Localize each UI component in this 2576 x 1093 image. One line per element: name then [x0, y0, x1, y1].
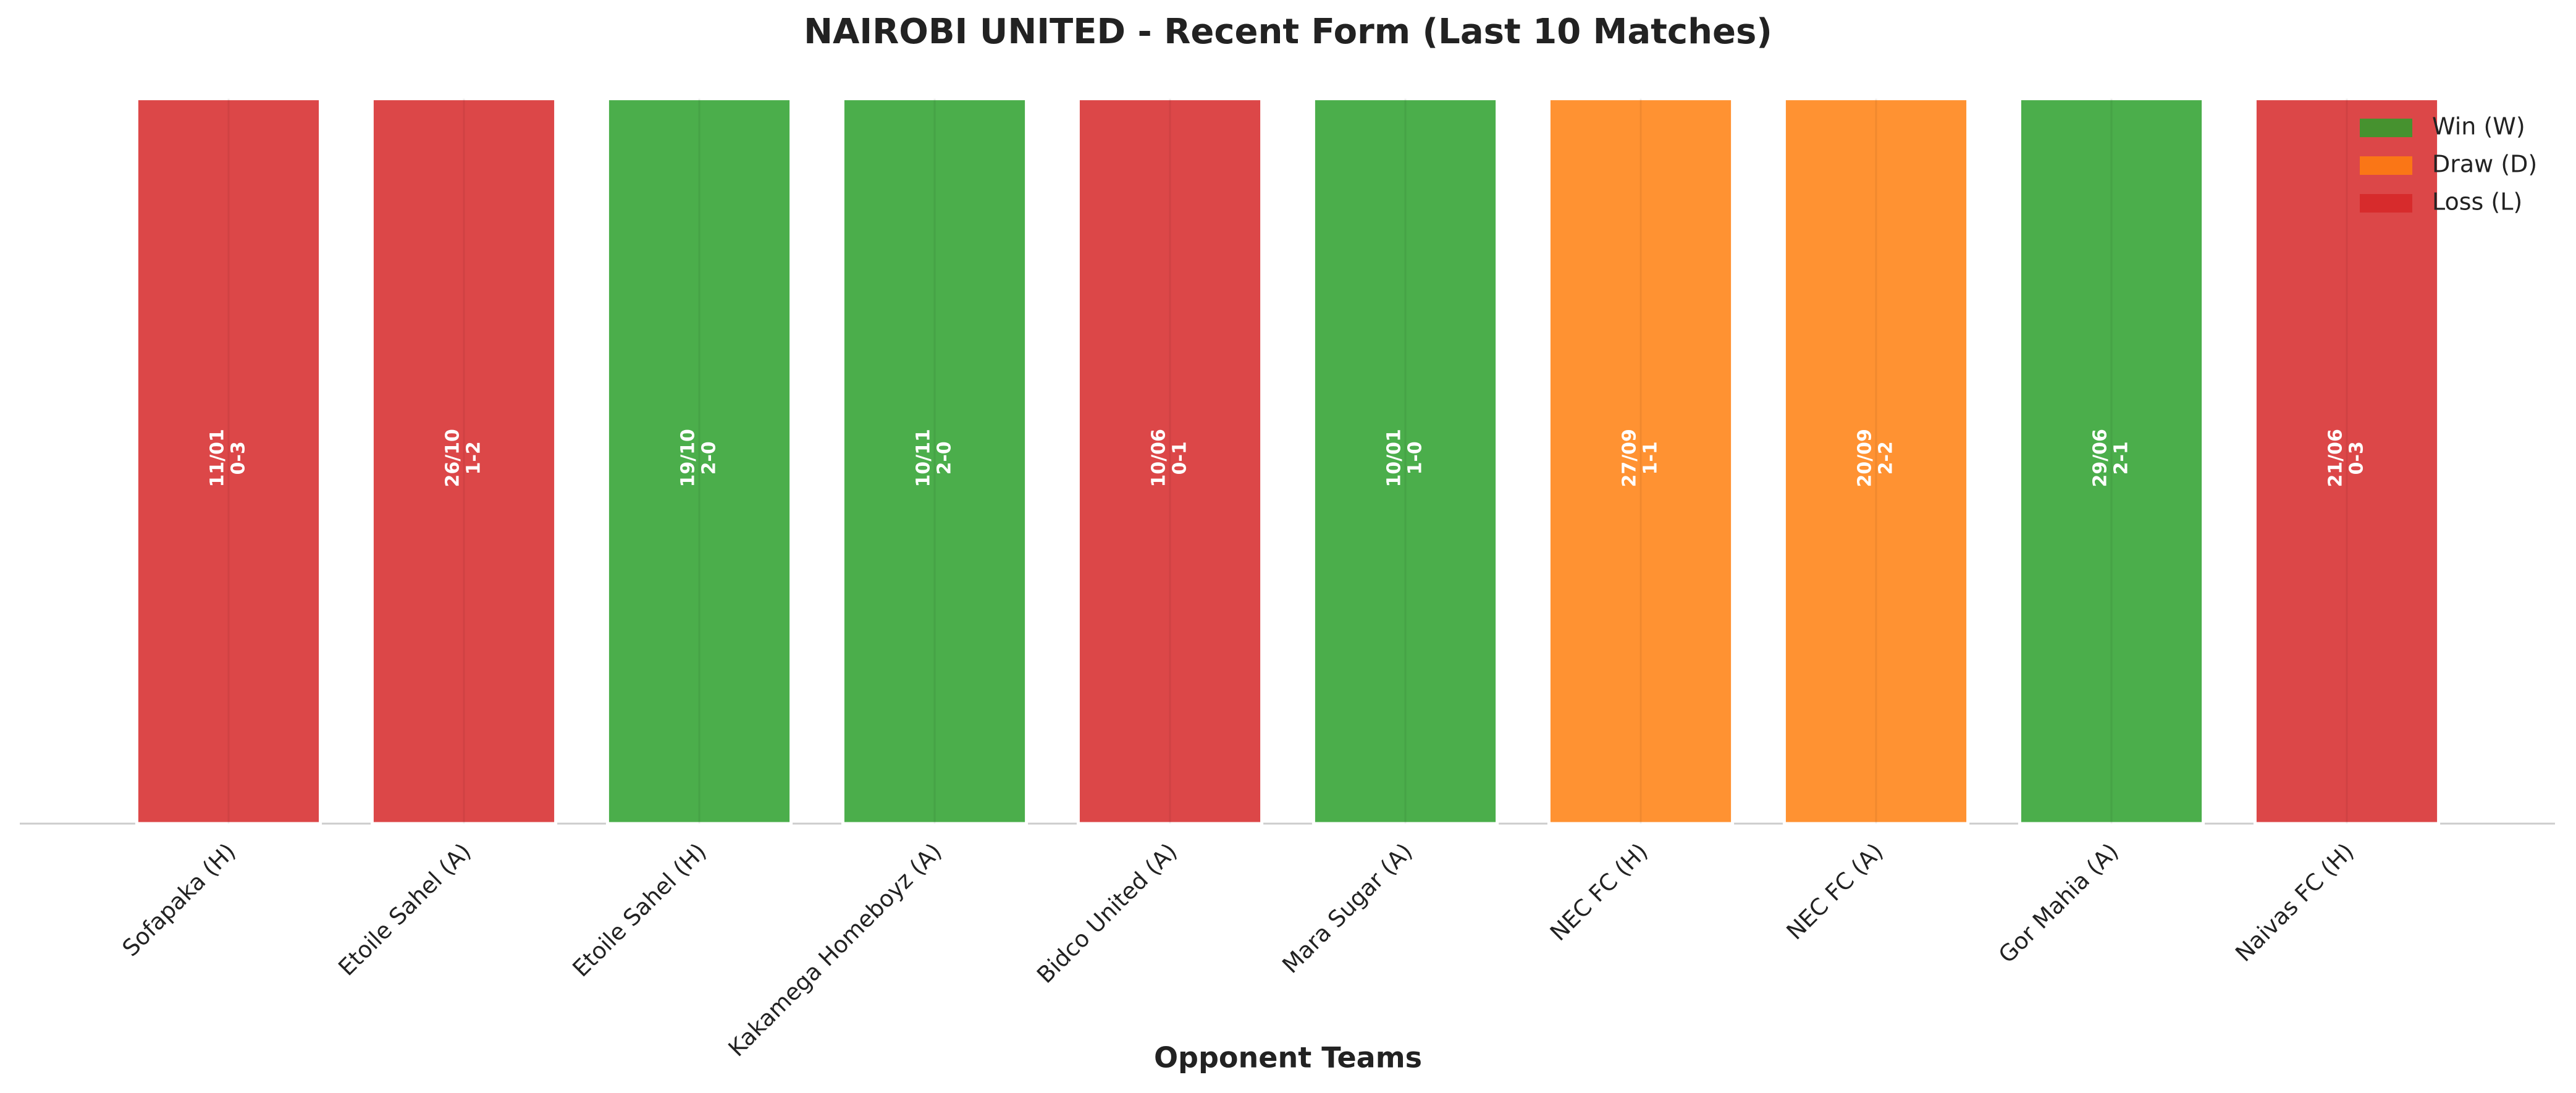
- bar: [1311, 97, 1499, 825]
- bar: [1547, 97, 1735, 825]
- bar: [605, 97, 793, 825]
- bar-score-label: 2-1: [2111, 441, 2132, 475]
- bar-date-label: 26/10: [442, 429, 464, 487]
- bar: [2018, 97, 2205, 825]
- legend-label: Loss (L): [2432, 188, 2522, 216]
- bar-score-label: 1-1: [1640, 441, 1662, 475]
- bar-score-label: 2-0: [699, 441, 720, 475]
- bar-date-label: 19/10: [678, 429, 699, 487]
- legend-label: Win (W): [2432, 113, 2525, 140]
- bar-score-label: 1-0: [1405, 441, 1426, 475]
- bar: [135, 97, 322, 825]
- bar-score-label: 2-2: [1875, 441, 1897, 475]
- x-axis-label: Opponent Teams: [1154, 1041, 1422, 1074]
- bar-score-label: 0-3: [2346, 441, 2368, 475]
- legend-swatch: [2360, 156, 2412, 175]
- bar-date-label: 20/09: [1854, 429, 1876, 487]
- bar: [1076, 97, 1264, 825]
- bar-date-label: 10/01: [1384, 429, 1405, 487]
- chart-title: NAIROBI UNITED - Recent Form (Last 10 Ma…: [804, 12, 1772, 52]
- bar-date-label: 29/06: [2090, 429, 2111, 487]
- bar-date-label: 10/11: [913, 429, 935, 487]
- bar: [1782, 97, 1970, 825]
- bar-date-label: 10/06: [1148, 429, 1170, 487]
- bar-date-label: 11/01: [207, 429, 229, 487]
- bar: [370, 97, 558, 825]
- bar-score-label: 1-2: [463, 441, 485, 475]
- legend-label: Draw (D): [2432, 151, 2537, 178]
- bar-score-label: 2-0: [934, 441, 956, 475]
- legend-swatch: [2360, 119, 2412, 137]
- bar-date-label: 21/06: [2325, 429, 2347, 487]
- bar-date-label: 27/09: [1619, 429, 1641, 487]
- bar-score-label: 0-1: [1169, 441, 1191, 475]
- bar: [2253, 97, 2441, 825]
- legend-swatch: [2360, 194, 2412, 213]
- bar-score-label: 0-3: [228, 441, 250, 475]
- bar: [841, 97, 1029, 825]
